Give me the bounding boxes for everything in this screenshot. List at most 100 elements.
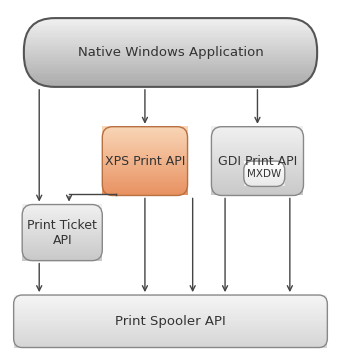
Bar	[102, 185, 188, 187]
Bar	[14, 343, 327, 345]
Bar	[24, 75, 317, 77]
Bar	[244, 164, 285, 165]
Bar	[24, 61, 317, 63]
Text: Print Spooler API: Print Spooler API	[115, 315, 226, 328]
Bar	[102, 157, 188, 159]
Bar	[14, 311, 327, 312]
Bar	[14, 305, 327, 307]
Bar	[22, 236, 102, 238]
Bar	[22, 212, 102, 214]
Bar	[102, 131, 188, 134]
Bar	[24, 23, 317, 25]
Bar	[102, 164, 188, 166]
Bar	[211, 143, 303, 146]
Bar	[244, 181, 285, 182]
Bar	[22, 209, 102, 210]
Bar	[22, 245, 102, 247]
Bar	[102, 130, 188, 132]
Bar	[102, 178, 188, 180]
Bar	[102, 143, 188, 146]
Bar	[211, 133, 303, 135]
Bar	[24, 33, 317, 35]
Bar	[24, 50, 317, 52]
Bar	[102, 133, 188, 135]
Bar	[22, 257, 102, 259]
Bar	[14, 313, 327, 315]
Bar	[22, 243, 102, 245]
Bar	[102, 128, 188, 130]
Bar	[244, 162, 285, 163]
Bar	[244, 177, 285, 178]
Bar	[211, 183, 303, 185]
Bar	[22, 253, 102, 255]
Text: GDI Print API: GDI Print API	[218, 155, 297, 168]
Bar	[22, 206, 102, 207]
Bar	[244, 185, 285, 186]
Bar	[14, 324, 327, 325]
Text: XPS Print API: XPS Print API	[105, 155, 185, 168]
Bar	[102, 176, 188, 178]
Bar	[22, 255, 102, 256]
Bar	[102, 137, 188, 139]
Bar	[14, 301, 327, 303]
Bar	[244, 177, 285, 178]
Bar	[211, 173, 303, 175]
Bar	[24, 21, 317, 23]
Bar	[14, 339, 327, 341]
Bar	[14, 345, 327, 346]
Bar	[102, 174, 188, 177]
Bar	[24, 64, 317, 66]
Bar	[14, 332, 327, 333]
Bar	[14, 346, 327, 348]
Bar	[211, 149, 303, 151]
Bar	[22, 204, 102, 206]
Bar	[22, 256, 102, 258]
Bar	[24, 66, 317, 68]
Bar	[102, 168, 188, 170]
Bar	[244, 174, 285, 175]
Bar	[244, 172, 285, 173]
Bar	[24, 70, 317, 71]
Bar	[102, 138, 188, 140]
Bar	[14, 321, 327, 323]
Bar	[244, 168, 285, 169]
Bar	[24, 54, 317, 56]
Bar	[102, 152, 188, 154]
Bar	[24, 56, 317, 58]
Bar	[211, 159, 303, 161]
Bar	[24, 25, 317, 27]
Bar	[211, 181, 303, 184]
Bar	[244, 161, 285, 162]
Bar	[244, 163, 285, 164]
Bar	[14, 325, 327, 327]
Bar	[24, 71, 317, 73]
Bar	[24, 40, 317, 42]
Bar	[211, 151, 303, 152]
Bar	[244, 172, 285, 173]
Bar	[14, 329, 327, 331]
Bar	[24, 62, 317, 64]
Bar	[14, 303, 327, 304]
Bar	[211, 138, 303, 140]
Bar	[244, 167, 285, 168]
Text: Print Ticket
API: Print Ticket API	[27, 219, 97, 247]
Bar	[211, 135, 303, 137]
Bar	[22, 228, 102, 230]
Bar	[244, 165, 285, 166]
Bar	[22, 249, 102, 251]
Bar	[24, 42, 317, 44]
Bar	[244, 170, 285, 171]
Bar	[22, 220, 102, 221]
Bar	[244, 178, 285, 180]
Bar	[102, 151, 188, 152]
Bar	[244, 168, 285, 169]
Bar	[211, 163, 303, 164]
Bar	[102, 140, 188, 142]
Bar	[14, 322, 327, 324]
Bar	[22, 224, 102, 226]
Bar	[244, 163, 285, 164]
Bar	[211, 156, 303, 158]
Bar	[244, 173, 285, 174]
Bar	[244, 185, 285, 186]
Bar	[24, 47, 317, 49]
